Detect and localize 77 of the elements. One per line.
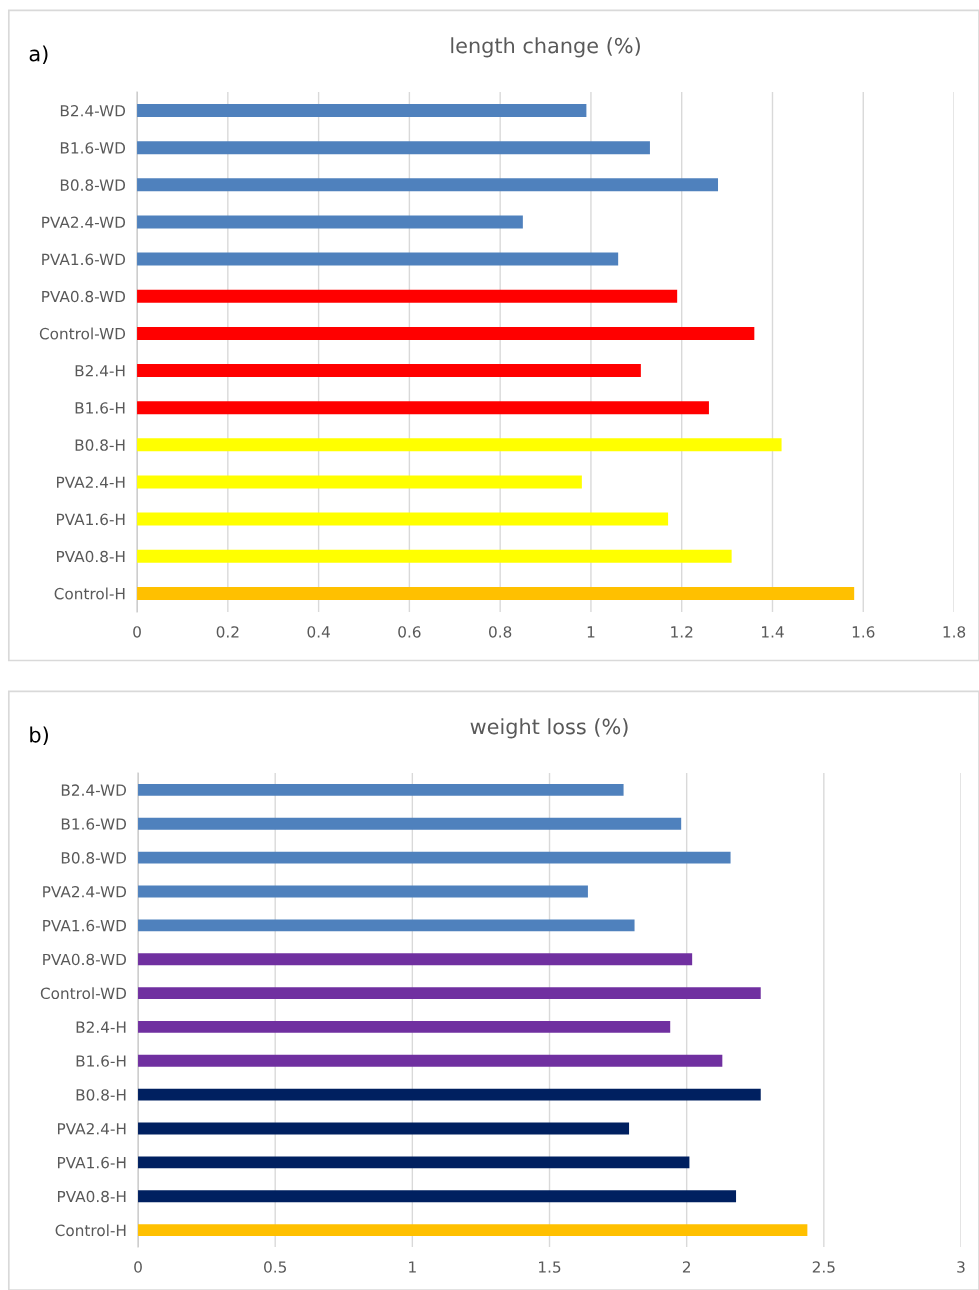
bar bbox=[138, 817, 682, 830]
y-tick-label: PVA0.8-H bbox=[57, 550, 125, 563]
x-tick-label: 1.5 bbox=[539, 1261, 561, 1273]
bar bbox=[138, 1190, 737, 1203]
bar bbox=[138, 987, 761, 999]
bar bbox=[137, 549, 732, 563]
x-tick-label: 2.5 bbox=[812, 1261, 835, 1273]
y-tick-label: PVA1.6-WD bbox=[43, 919, 127, 932]
bar bbox=[138, 1122, 630, 1135]
x-tick-label: 1 bbox=[587, 626, 595, 638]
y-tick-label: B0.8-H bbox=[76, 1089, 126, 1101]
bar bbox=[138, 919, 635, 932]
text: b) bbox=[30, 726, 48, 746]
y-tick-label: B2.4-WD bbox=[60, 105, 126, 117]
bar bbox=[138, 1224, 808, 1237]
bar bbox=[137, 586, 855, 600]
x-tick-label: 0.2 bbox=[216, 626, 239, 638]
bar bbox=[137, 104, 587, 118]
bar bbox=[138, 953, 693, 966]
y-tick-label: PVA1.6-H bbox=[57, 513, 125, 526]
x-tick-label: 0.5 bbox=[264, 1261, 287, 1273]
bar bbox=[137, 215, 523, 229]
y-tick-label: Control-H bbox=[55, 1224, 126, 1237]
bar bbox=[138, 851, 731, 864]
y-tick-label: PVA2.4-WD bbox=[43, 885, 127, 898]
x-tick-label: 0.8 bbox=[489, 626, 512, 638]
y-tick-label: B2.4-H bbox=[75, 365, 125, 377]
x-tick-label: 2 bbox=[682, 1261, 690, 1273]
y-tick-label: PVA1.6-WD bbox=[42, 253, 126, 266]
bar bbox=[137, 252, 619, 266]
y-tick-label: PVA2.4-H bbox=[57, 1122, 126, 1135]
y-tick-label: B1.6-H bbox=[75, 402, 125, 414]
y-tick-label: Control-WD bbox=[40, 987, 127, 1000]
y-tick-label: B1.6-WD bbox=[60, 142, 126, 154]
chart-title: weight loss (%) bbox=[470, 718, 628, 739]
y-tick-label: B1.6-WD bbox=[61, 818, 127, 830]
y-tick-label: PVA0.8-WD bbox=[42, 290, 126, 303]
x-tick-label: 0.4 bbox=[307, 626, 330, 638]
x-tick-label: 0 bbox=[133, 626, 141, 638]
x-tick-label: 0.6 bbox=[398, 626, 421, 638]
x-tick-label: 0 bbox=[134, 1261, 142, 1273]
x-tick-label: 1.2 bbox=[671, 626, 693, 638]
bar bbox=[137, 364, 641, 378]
y-tick-label: PVA0.8-WD bbox=[43, 953, 127, 966]
y-tick-label: Control-H bbox=[54, 587, 125, 600]
text: a) bbox=[29, 45, 48, 64]
bar bbox=[138, 1021, 671, 1033]
y-tick-label: PVA0.8-H bbox=[57, 1190, 126, 1203]
bar bbox=[137, 475, 582, 489]
bar bbox=[138, 783, 624, 796]
x-tick-label: 1.4 bbox=[762, 626, 784, 638]
bar bbox=[138, 1088, 761, 1101]
x-tick-label: 3 bbox=[957, 1261, 965, 1273]
bar bbox=[138, 1054, 723, 1067]
y-tick-label: PVA2.4-WD bbox=[42, 216, 126, 228]
bar bbox=[137, 326, 755, 340]
bar bbox=[138, 1156, 690, 1169]
y-tick-label: Control-WD bbox=[39, 327, 126, 340]
bar bbox=[137, 141, 650, 155]
y-tick-label: B0.8-H bbox=[75, 439, 125, 451]
y-tick-label: B0.8-WD bbox=[61, 852, 127, 864]
bar bbox=[138, 885, 588, 898]
bar bbox=[137, 512, 669, 526]
y-tick-label: B1.6-H bbox=[76, 1055, 126, 1067]
y-tick-label: PVA2.4-H bbox=[57, 476, 125, 488]
y-tick-label: B2.4-H bbox=[76, 1021, 126, 1033]
bar bbox=[137, 401, 709, 415]
y-tick-label: B2.4-WD bbox=[61, 784, 127, 796]
x-tick-label: 1 bbox=[409, 1261, 416, 1273]
x-tick-label: 1.8 bbox=[943, 626, 966, 638]
x-tick-label: 1.6 bbox=[852, 626, 875, 638]
y-tick-label: PVA1.6-H bbox=[57, 1156, 126, 1169]
chart-title: length change (%) bbox=[451, 37, 640, 58]
bar bbox=[137, 289, 678, 303]
bar bbox=[137, 438, 782, 452]
bar bbox=[137, 178, 719, 192]
y-tick-label: B0.8-WD bbox=[60, 179, 126, 191]
